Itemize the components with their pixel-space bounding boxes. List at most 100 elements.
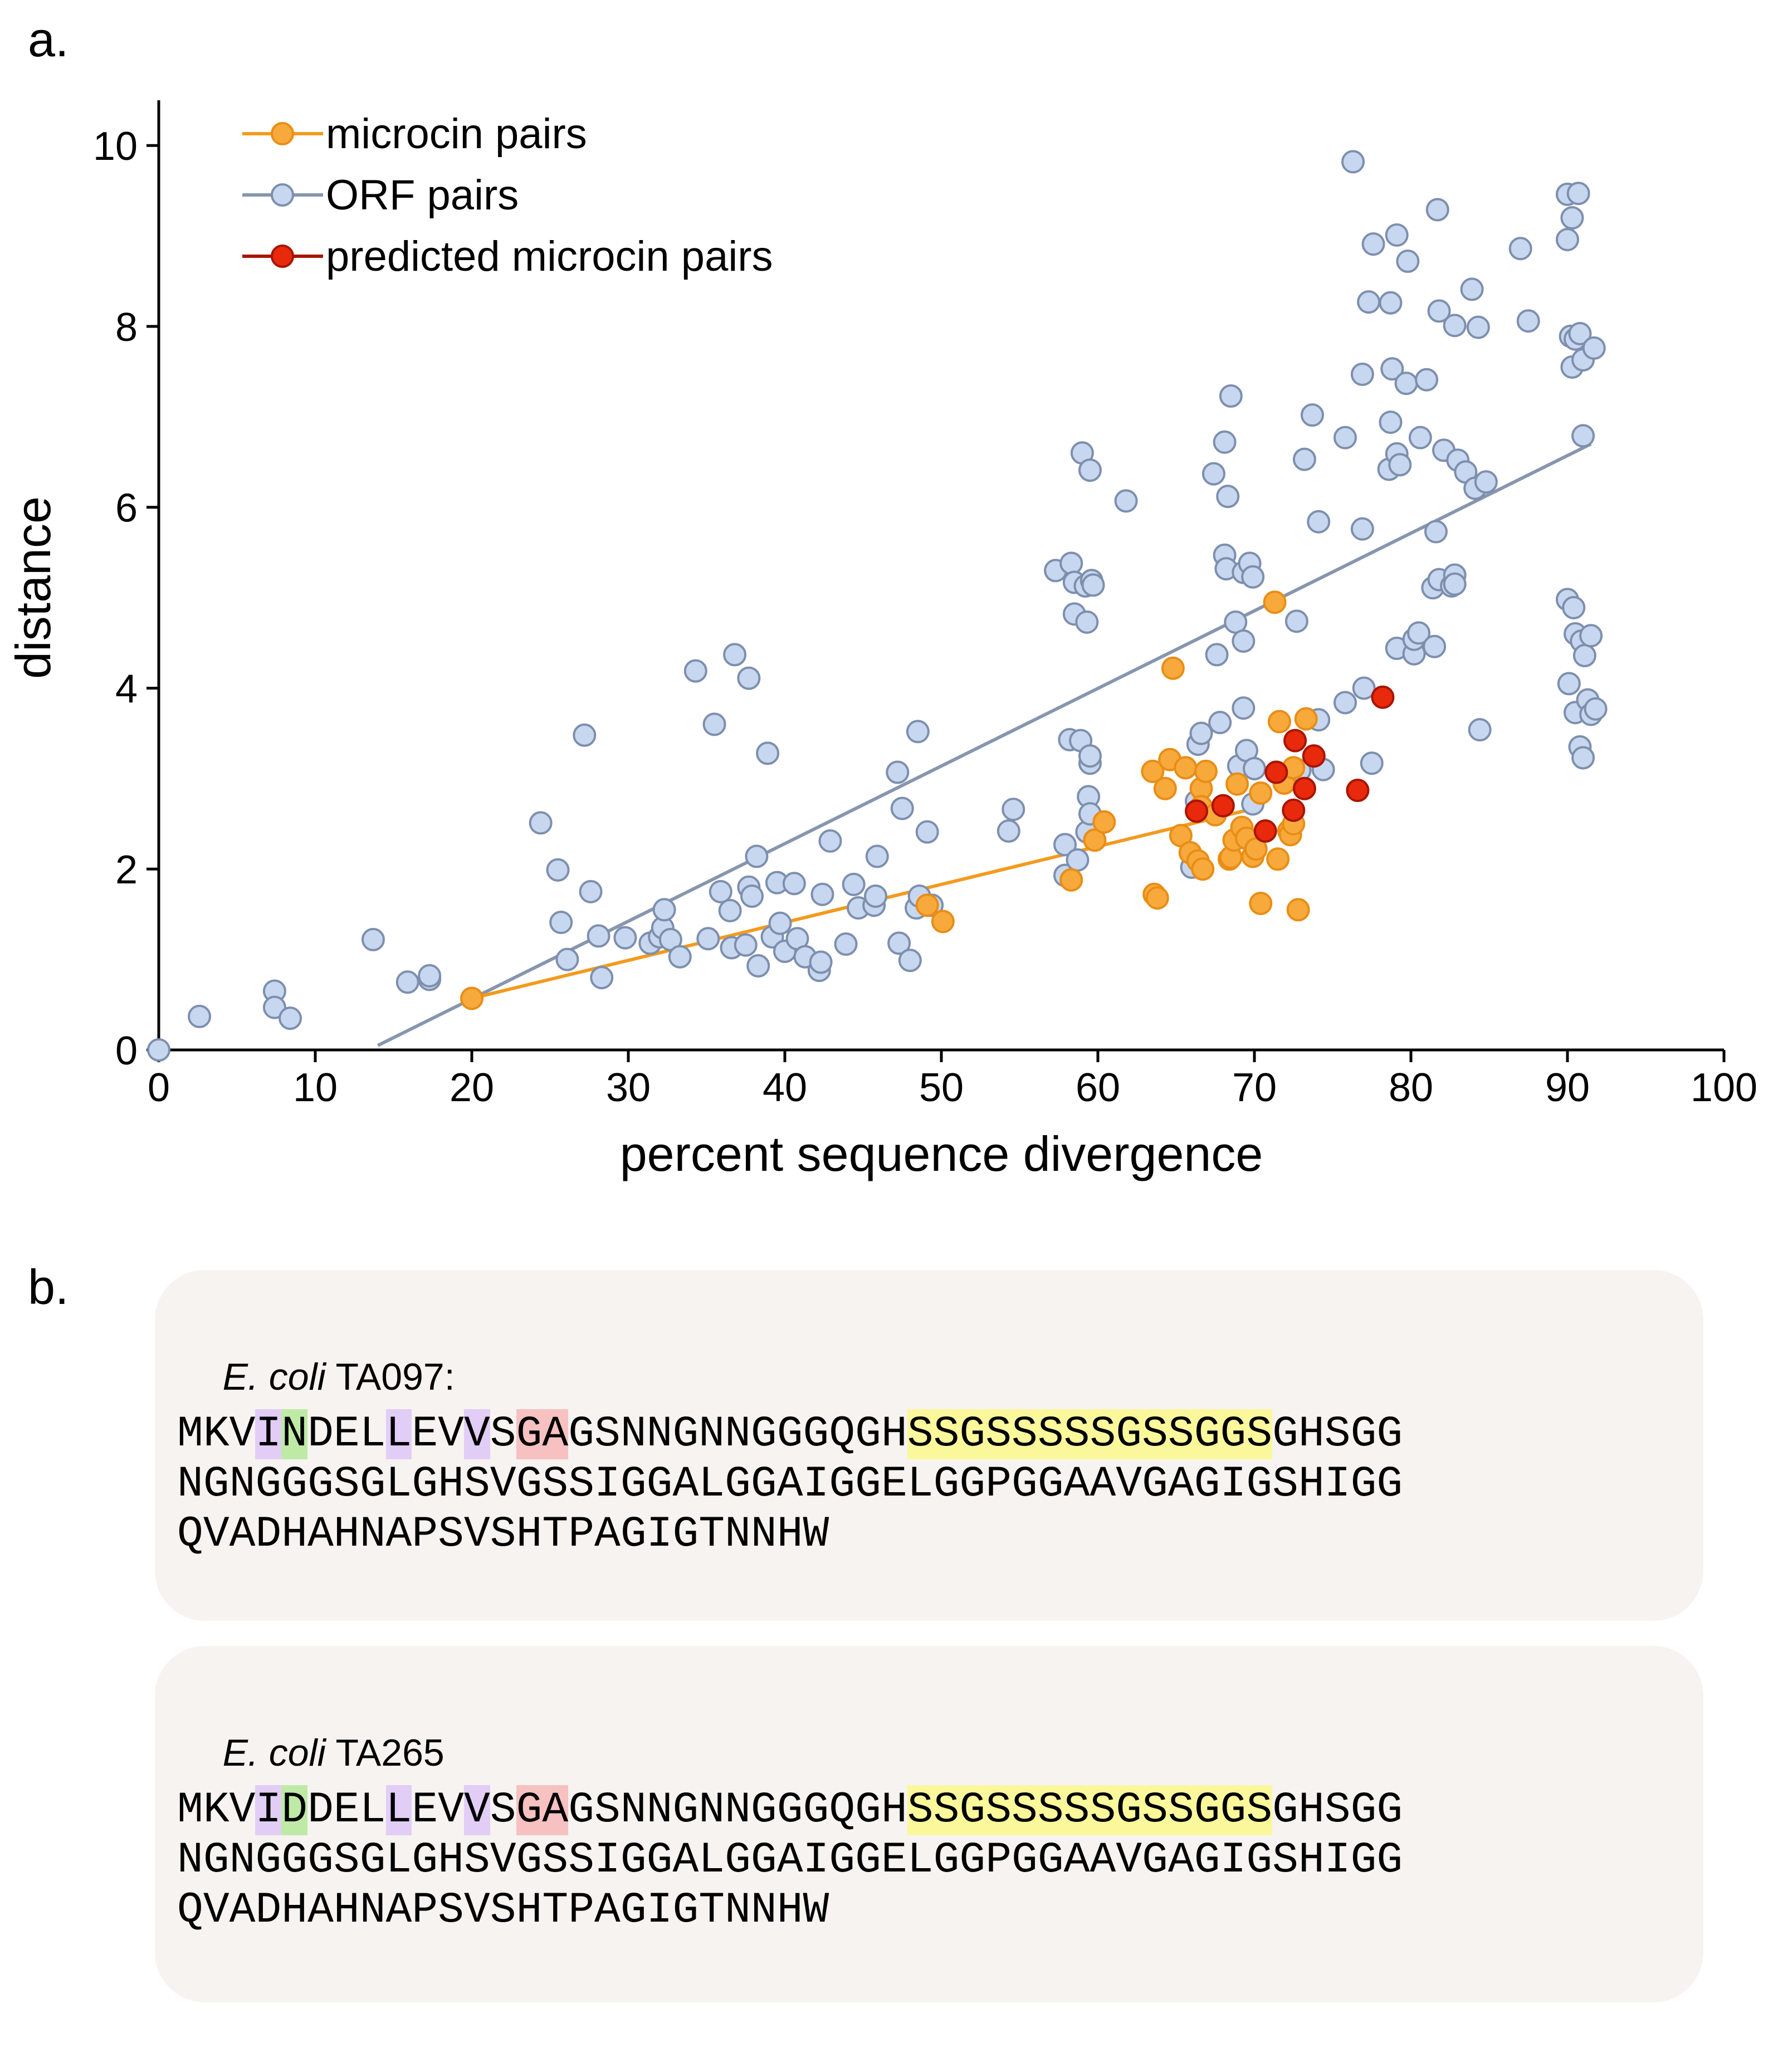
x-tick-label: 70	[1232, 1066, 1277, 1110]
residue: N	[229, 1460, 256, 1509]
residue: G	[203, 1460, 229, 1509]
residue: P	[568, 1886, 594, 1935]
panel-label-a: a.	[28, 12, 69, 67]
scatter-point	[1307, 510, 1331, 534]
residue: S	[1142, 1409, 1168, 1459]
residue: V	[463, 1886, 490, 1935]
residue: N	[725, 1886, 751, 1935]
residue: H	[333, 1886, 360, 1935]
residue: G	[1350, 1460, 1377, 1509]
residue: G	[1116, 1785, 1142, 1835]
scatter-point	[1292, 447, 1316, 471]
residue: S	[1090, 1409, 1116, 1459]
x-axis-label: percent sequence divergence	[620, 1126, 1263, 1181]
residue: G	[1220, 1785, 1247, 1835]
residue: A	[1063, 1460, 1090, 1509]
residue: D	[255, 1510, 282, 1559]
residue: G	[1037, 1836, 1064, 1885]
scatter-point	[1572, 644, 1596, 668]
residue: P	[985, 1460, 1012, 1509]
residue: G	[855, 1410, 881, 1459]
residue: G	[803, 1410, 829, 1459]
sequence-title: E. coli TA097:	[180, 1312, 455, 1442]
scatter-point	[1562, 595, 1586, 619]
residue: H	[281, 1510, 308, 1559]
residue: G	[516, 1409, 543, 1459]
x-tick-label: 0	[148, 1066, 170, 1110]
residue: L	[359, 1786, 386, 1835]
scatter-point	[1350, 517, 1374, 541]
scatter-point	[1232, 696, 1256, 720]
residue: G	[1350, 1786, 1377, 1835]
scatter-point	[1185, 799, 1209, 823]
residue: G	[959, 1785, 986, 1835]
scatter-point	[546, 858, 570, 882]
residue: A	[229, 1510, 256, 1559]
residue: G	[933, 1836, 960, 1885]
residue: G	[281, 1460, 308, 1509]
residue: I	[1324, 1460, 1351, 1509]
scatter-point	[1352, 676, 1376, 700]
residue: S	[438, 1886, 464, 1935]
scatter-point	[1201, 462, 1225, 486]
scatter-point	[782, 872, 806, 896]
residue: H	[516, 1886, 543, 1935]
residue: N	[177, 1460, 203, 1509]
residue: H	[1298, 1836, 1325, 1885]
residue: Q	[829, 1786, 856, 1835]
residue: A	[229, 1886, 256, 1935]
residue: A	[1168, 1460, 1194, 1509]
residue: G	[568, 1410, 594, 1459]
x-tick-label: 30	[606, 1066, 651, 1110]
scatter-point	[1379, 411, 1403, 434]
residue: N	[646, 1410, 673, 1459]
scatter-point	[1294, 707, 1318, 731]
residue: L	[385, 1409, 412, 1459]
scatter-point	[1427, 299, 1451, 323]
scatter-point	[1584, 697, 1608, 721]
scatter-point	[863, 884, 887, 908]
residue: S	[907, 1409, 934, 1459]
residue: G	[959, 1836, 986, 1885]
residue: H	[516, 1510, 543, 1559]
scatter-point	[1284, 609, 1308, 633]
residue: G	[1350, 1410, 1377, 1459]
residue: E	[333, 1410, 360, 1459]
residue: A	[542, 1409, 569, 1459]
residue: N	[229, 1836, 256, 1885]
residue: T	[698, 1510, 725, 1559]
residue: H	[281, 1886, 308, 1935]
residue: N	[620, 1410, 647, 1459]
residue: D	[307, 1786, 334, 1835]
residue: V	[1116, 1460, 1142, 1509]
residue: G	[516, 1460, 543, 1509]
scatter-point	[1078, 458, 1102, 482]
residue: V	[463, 1510, 490, 1559]
scatter-point	[696, 927, 720, 951]
scatter-point	[1249, 781, 1273, 805]
legend-marker	[271, 122, 294, 145]
scatter-point	[818, 829, 842, 853]
residue: S	[1063, 1409, 1090, 1459]
scatter-point	[262, 995, 286, 1019]
residue: A	[776, 1836, 803, 1885]
legend-label: ORF pairs	[326, 172, 519, 219]
residue: G	[1142, 1836, 1168, 1885]
residue: W	[803, 1886, 829, 1935]
residue: V	[1116, 1836, 1142, 1885]
scatter-point	[997, 819, 1020, 843]
residue: S	[985, 1409, 1012, 1459]
residue: N	[359, 1886, 386, 1935]
scatter-point	[1557, 672, 1581, 696]
scatter-point	[1264, 760, 1288, 784]
residue: G	[1037, 1460, 1064, 1509]
residue: V	[203, 1510, 229, 1559]
scatter-point	[702, 712, 726, 736]
residue: G	[359, 1836, 386, 1885]
scatter-point	[1002, 798, 1025, 822]
scatter-point	[460, 986, 483, 1010]
strain-name: TA265	[335, 1732, 444, 1774]
residue: G	[1194, 1409, 1220, 1459]
residue: S	[568, 1460, 594, 1509]
scatter-point	[549, 911, 573, 935]
